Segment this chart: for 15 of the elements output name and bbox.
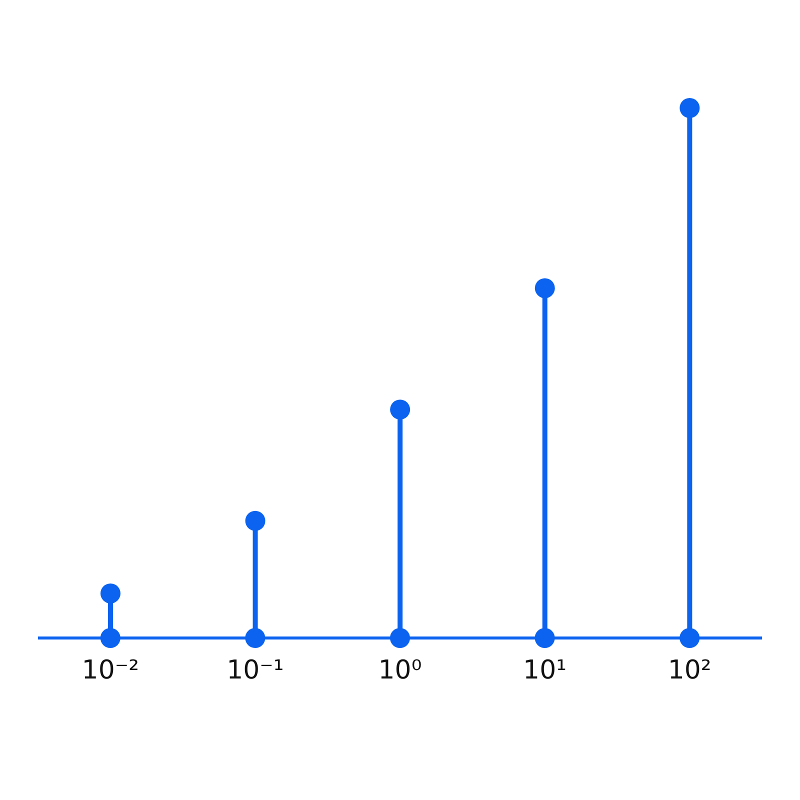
point <box>390 628 410 648</box>
x-tick-label: 10⁰ <box>378 655 422 686</box>
x-tick-label: 10⁻¹ <box>226 655 284 686</box>
point <box>100 583 120 604</box>
point <box>534 628 555 648</box>
point <box>100 628 120 648</box>
x-tick-label: 10² <box>668 655 712 686</box>
point <box>680 628 700 648</box>
point <box>245 510 266 531</box>
x-tick-label: 10¹ <box>523 655 567 686</box>
point <box>680 98 700 118</box>
point <box>245 628 266 648</box>
point <box>534 278 555 298</box>
point <box>390 400 410 420</box>
x-tick-label: 10⁻² <box>82 655 140 686</box>
